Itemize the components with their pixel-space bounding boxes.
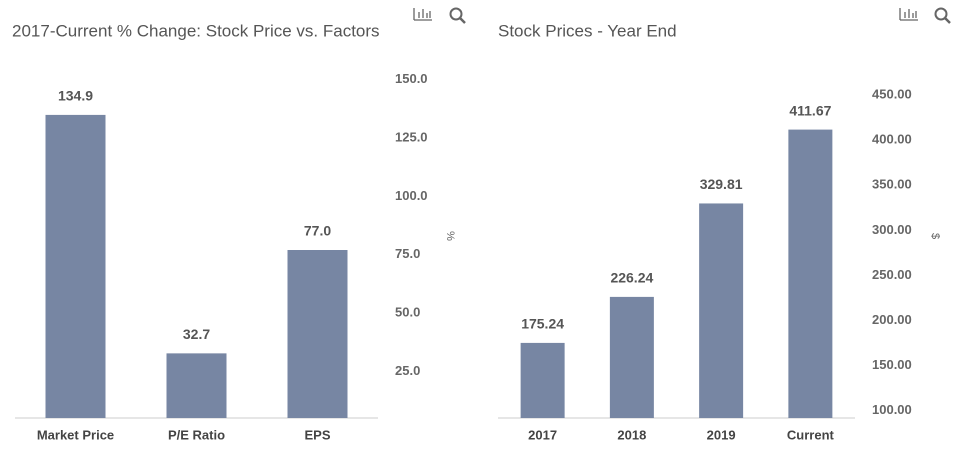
data-label: 77.0 — [304, 223, 331, 239]
data-label: 175.24 — [521, 316, 564, 332]
data-label: 329.81 — [700, 176, 743, 192]
bar — [699, 203, 744, 418]
x-tick-label: EPS — [304, 427, 330, 442]
toolbar-1[interactable] — [413, 7, 466, 24]
bar — [520, 342, 565, 418]
toolbar-2[interactable] — [899, 7, 951, 24]
y-tick-label: 100.0 — [395, 188, 428, 203]
y-tick-label: 200.00 — [872, 312, 912, 327]
data-label: 134.9 — [58, 88, 93, 104]
chart-title: Stock Prices - Year End — [498, 21, 677, 40]
bar — [788, 129, 833, 419]
y-tick-label: 450.00 — [872, 86, 912, 101]
y-axis-label: % — [444, 231, 456, 241]
y-tick-label: 50.0 — [395, 304, 420, 319]
x-tick-label: P/E Ratio — [168, 427, 225, 442]
bar — [609, 296, 654, 418]
x-tick-label: 2019 — [707, 427, 736, 442]
y-tick-label: 125.0 — [395, 129, 428, 144]
y-tick-label: 25.0 — [395, 363, 420, 378]
y-tick-label: 250.00 — [872, 267, 912, 282]
y-tick-label: 150.00 — [872, 357, 912, 372]
bar — [45, 114, 106, 419]
chart-title: 2017-Current % Change: Stock Price vs. F… — [12, 21, 380, 40]
data-label: 226.24 — [610, 270, 653, 286]
data-label: 32.7 — [183, 326, 210, 342]
x-tick-label: 2017 — [528, 427, 557, 442]
x-tick-label: Current — [787, 427, 835, 442]
bar — [287, 250, 348, 418]
x-tick-label: 2018 — [617, 427, 646, 442]
y-tick-label: 150.0 — [395, 71, 428, 86]
y-tick-label: 400.00 — [872, 132, 912, 147]
y-tick-label: 350.00 — [872, 177, 912, 192]
bar — [166, 353, 227, 418]
data-label: 411.67 — [789, 102, 831, 118]
y-tick-label: 300.00 — [872, 222, 912, 237]
y-axis-label: $ — [929, 233, 941, 239]
x-tick-label: Market Price — [37, 427, 114, 442]
y-tick-label: 100.00 — [872, 402, 912, 417]
y-tick-label: 75.0 — [395, 246, 420, 261]
